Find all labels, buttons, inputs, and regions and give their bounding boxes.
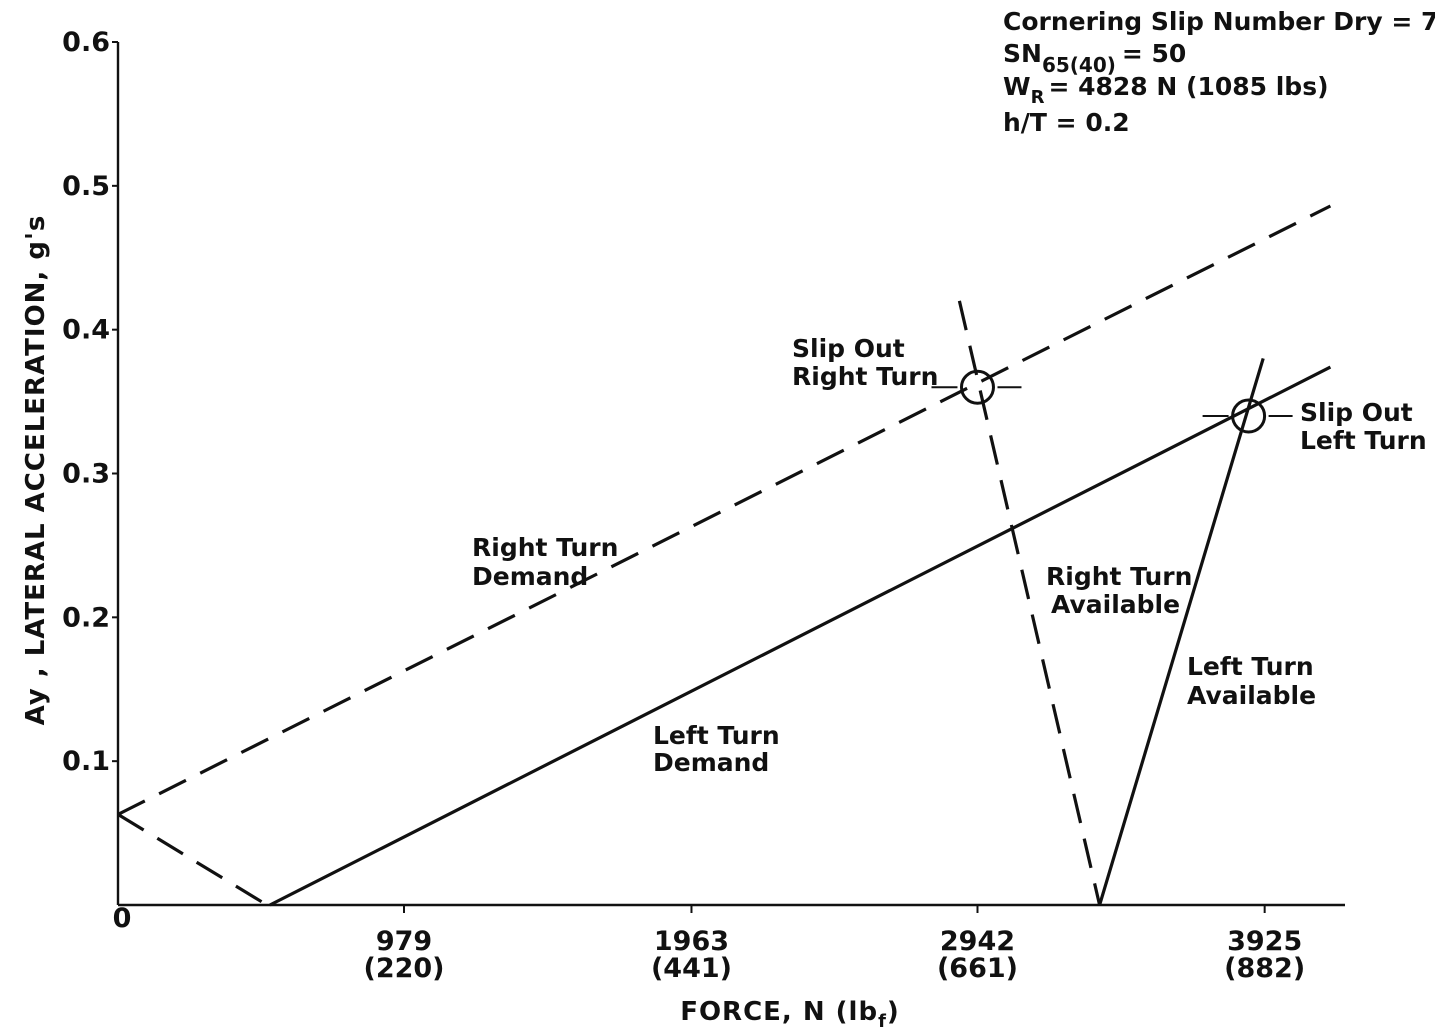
x-tick-label: 979 (376, 926, 432, 957)
annotation-slip-out-right: Slip Out Right Turn (792, 334, 938, 391)
y-axis-title: Ay , LATERAL ACCELERATION, g's (21, 215, 51, 726)
parameter-block: Cornering Slip Number Dry = 70 SN65(40) =… (1003, 7, 1435, 137)
x-tick-label: 2942 (940, 926, 1015, 957)
param-sn-sub: 65(40) (1042, 53, 1116, 77)
param-slip-number: Cornering Slip Number Dry = 70 (1003, 7, 1435, 36)
annotation-left-turn-available-line1: Left Turn (1187, 652, 1314, 681)
x-ticks: 0 979(220) 1963(441) 2942(661) 3925(882) (113, 903, 1306, 984)
intersection-marker-1 (959, 369, 995, 405)
annotation-slip-out-left-line2: Left Turn (1300, 426, 1427, 455)
annotation-right-turn-demand-line1: Right Turn (472, 533, 618, 562)
annotation-right-turn-available-line1: Right Turn (1046, 562, 1192, 591)
param-sn-main: SN (1003, 39, 1042, 68)
y-tick-label: 0.5 (62, 171, 110, 202)
x-axis-title-main: FORCE, N (lb (680, 997, 878, 1027)
annotation-left-turn-available: Left Turn Available (1187, 652, 1316, 710)
y-tick-label: 0.4 (62, 315, 110, 346)
y-tick-label: 0.3 (62, 459, 110, 490)
y-tick-label: 0.6 (62, 27, 110, 58)
param-sn-rest: = 50 (1122, 39, 1186, 68)
annotation-slip-out-left: Slip Out Left Turn (1300, 398, 1427, 455)
series-layer (117, 204, 1332, 907)
param-weight-main: W (1003, 72, 1031, 101)
annotation-right-turn-available: Right Turn Available (1046, 562, 1192, 619)
x-axis-title-close: ) (887, 997, 900, 1027)
param-weight: WR = 4828 N (1085 lbs) (1003, 72, 1329, 108)
series-line-5 (1098, 357, 1265, 906)
param-ht-ratio: h/T = 0.2 (1003, 108, 1130, 137)
annotation-left-turn-available-line2: Available (1187, 681, 1316, 710)
x-axis-title: FORCE, N (lbf) (680, 997, 900, 1032)
x-tick-sublabel: (882) (1224, 953, 1305, 984)
param-sn: SN65(40) = 50 (1003, 39, 1186, 77)
param-weight-sub: R (1031, 87, 1045, 108)
annotation-left-turn-demand-line2: Demand (653, 748, 769, 777)
annotation-slip-out-right-line2: Right Turn (792, 362, 938, 391)
series-line-2 (269, 365, 1332, 907)
annotation-left-turn-demand: Left Turn Demand (653, 721, 780, 777)
x-tick-sublabel: (220) (363, 953, 444, 984)
annotation-left-turn-demand-line1: Left Turn (653, 721, 780, 750)
series-line-1 (117, 204, 1332, 816)
x-tick-label: 0 (113, 903, 132, 934)
x-tick-label: 1963 (654, 926, 729, 957)
annotation-right-turn-demand-line2: Demand (472, 562, 588, 591)
x-tick-sublabel: (441) (651, 953, 732, 984)
annotation-right-turn-available-line2: Available (1051, 590, 1180, 619)
x-tick-sublabel: (661) (937, 953, 1018, 984)
x-tick-label: 3925 (1227, 926, 1302, 957)
annotation-right-turn-demand: Right Turn Demand (472, 533, 618, 591)
series-line-3 (117, 813, 268, 907)
annotation-slip-out-left-line1: Slip Out (1300, 398, 1413, 427)
y-ticks: 0.1 0.2 0.3 0.4 0.5 0.6 (62, 27, 118, 777)
y-tick-label: 0.2 (62, 602, 110, 633)
intersection-marker-2 (1231, 398, 1267, 434)
y-tick-label: 0.1 (62, 746, 110, 777)
intersection-markers (931, 369, 1293, 434)
param-weight-rest: = 4828 N (1085 lbs) (1048, 72, 1328, 101)
annotation-slip-out-right-line1: Slip Out (792, 334, 905, 363)
x-axis-title-sub: f (878, 1011, 887, 1032)
